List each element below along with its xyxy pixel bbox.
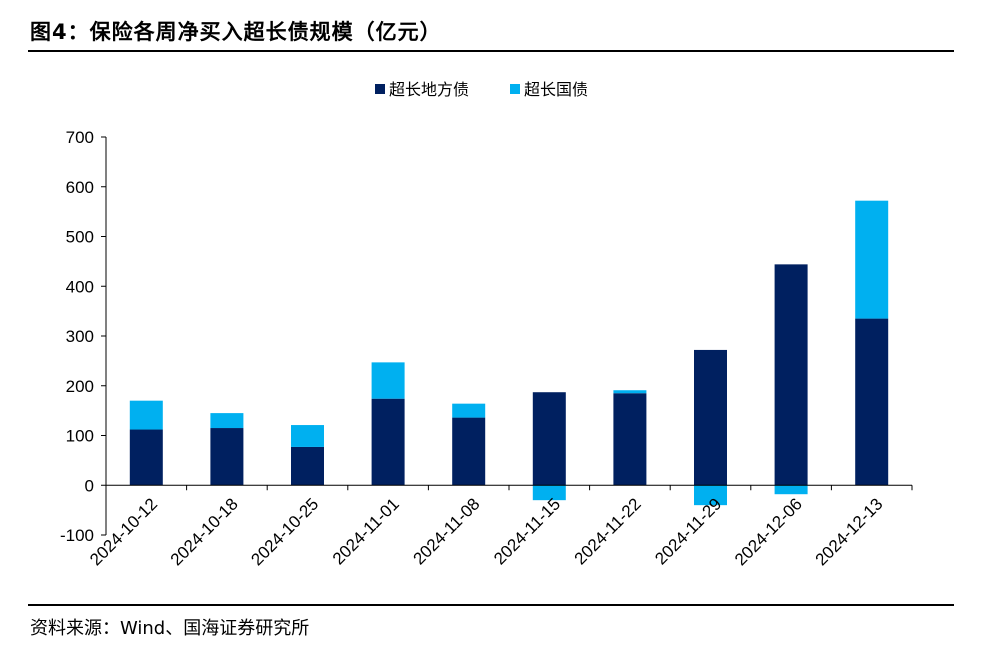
x-tick-label: 2024-11-01 (329, 494, 403, 568)
x-tick-label: 2024-10-18 (167, 494, 242, 569)
bar-treasury-2024-11-15 (532, 485, 566, 501)
y-tick-label: 0 (85, 476, 94, 495)
legend-swatch-0 (375, 84, 385, 94)
x-tick-label: 2024-10-12 (86, 494, 161, 569)
y-tick-label: -100 (60, 526, 94, 545)
y-tick-label: 200 (66, 377, 94, 396)
bar-treasury-2024-12-06 (774, 485, 808, 495)
bar-local-2024-11-08 (452, 417, 486, 486)
x-tick-label: 2024-11-29 (651, 494, 725, 568)
y-tick-label: 500 (66, 228, 94, 247)
bar-local-2024-11-29 (694, 349, 727, 486)
legend-label-1: 超长国债 (524, 80, 588, 99)
bar-local-2024-10-25 (291, 446, 324, 486)
legend-label-0: 超长地方债 (389, 80, 469, 99)
legend-swatch-1 (510, 84, 520, 94)
bar-treasury-2024-11-01 (371, 362, 405, 399)
x-tick-label: 2024-10-25 (247, 494, 322, 569)
bar-local-2024-10-18 (210, 428, 244, 486)
bar-local-2024-12-06 (774, 264, 808, 486)
bar-treasury-2024-10-25 (291, 425, 324, 447)
bar-treasury-2024-10-12 (129, 400, 163, 430)
bar-local-2024-11-22 (613, 393, 647, 486)
bar-treasury-2024-12-13 (855, 200, 889, 319)
bar-treasury-2024-11-08 (452, 403, 486, 418)
legend: 超长地方债 超长国债 (375, 80, 588, 99)
chart-title: 图4：保险各周净买入超长债规模（亿元） (30, 20, 442, 44)
y-tick-label: 400 (66, 277, 94, 296)
title-rule (28, 50, 954, 52)
x-tick-label: 2024-12-06 (731, 494, 806, 569)
bar-treasury-2024-11-29 (694, 485, 727, 506)
y-tick-label: 100 (66, 427, 94, 446)
source-note: 资料来源：Wind、国海证券研究所 (30, 618, 310, 639)
bar-local-2024-11-15 (532, 392, 566, 486)
bar-local-2024-11-01 (371, 398, 405, 486)
x-tick-label: 2024-11-15 (490, 494, 564, 568)
bars (129, 200, 889, 506)
bar-local-2024-10-12 (129, 429, 163, 486)
y-tick-label: 600 (66, 178, 94, 197)
bar-treasury-2024-11-22 (613, 390, 647, 394)
bar-local-2024-12-13 (855, 318, 889, 486)
y-tick-label: 300 (66, 327, 94, 346)
y-tick-label: 700 (66, 128, 94, 147)
x-tick-label: 2024-11-08 (409, 494, 483, 568)
bar-treasury-2024-10-18 (210, 413, 244, 429)
x-tick-label: 2024-12-13 (812, 494, 887, 569)
x-tick-label: 2024-11-22 (571, 494, 645, 568)
source-rule (28, 604, 954, 606)
stacked-bar-chart: 超长地方债 超长国债 -100 0 100 200 300 400 500 600 700 2024… (60, 80, 913, 569)
